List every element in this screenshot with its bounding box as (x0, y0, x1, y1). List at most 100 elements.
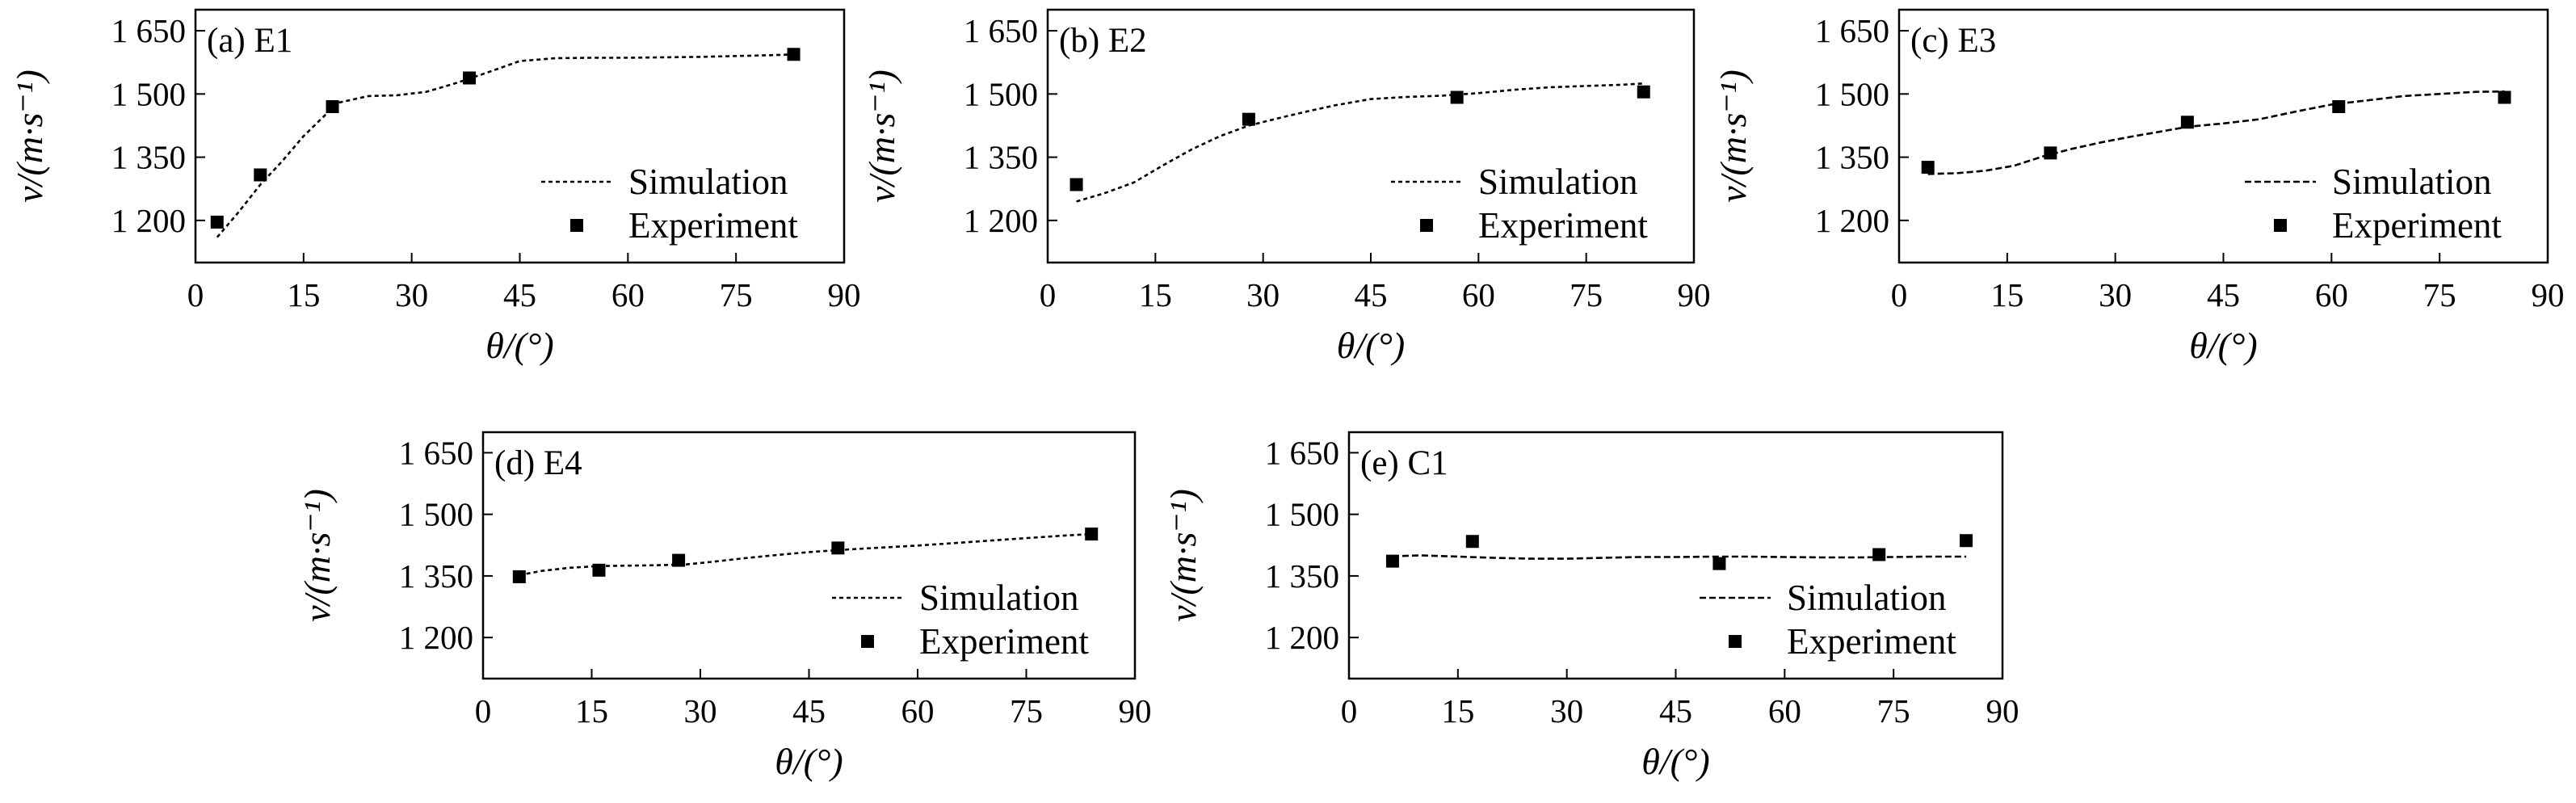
data-point-experiment (463, 71, 477, 85)
data-point-experiment (2180, 116, 2194, 129)
data-point-experiment (1085, 528, 1099, 541)
panel-title: (d) E4 (494, 444, 582, 482)
chart-panel-1: 0 15 30 45 60 75 90 1 200 1 350 1 500 1 650 θ/(°) v/… (9, 8, 861, 366)
x-tick-label: 0 (475, 692, 492, 729)
legend-label: Simulation (1787, 578, 1947, 618)
y-axis-label: v/(m·s⁻¹) (296, 489, 338, 622)
legend-label: Simulation (1478, 162, 1638, 202)
data-point-experiment (254, 168, 267, 182)
data-point-experiment (1637, 85, 1650, 99)
x-tick-label: 45 (1659, 692, 1692, 729)
legend-swatch-experiment (1420, 219, 1433, 232)
panel-title: (b) E2 (1059, 22, 1147, 60)
panel-title: (a) E1 (207, 22, 292, 60)
data-point-experiment (210, 215, 224, 229)
x-tick-label: 30 (395, 276, 428, 313)
y-tick-label: 1 650 (111, 12, 186, 49)
y-axis-label: v/(m·s⁻¹) (861, 69, 902, 203)
x-tick-label: 30 (1246, 276, 1280, 313)
x-tick-label: 75 (1877, 692, 1910, 729)
data-point-experiment (1960, 534, 1973, 548)
legend-swatch-experiment (861, 635, 874, 648)
x-tick-label: 75 (1570, 276, 1603, 313)
y-tick-label: 1 350 (399, 557, 473, 595)
y-tick-label: 1 350 (1815, 139, 1889, 176)
x-tick-label: 15 (1441, 692, 1474, 729)
x-tick-label: 15 (1139, 276, 1172, 313)
x-tick-label: 30 (1550, 692, 1583, 729)
data-point-experiment (512, 570, 526, 583)
data-point-experiment (326, 99, 339, 113)
x-tick-label: 45 (1355, 276, 1388, 313)
y-axis-label: v/(m·s⁻¹) (9, 69, 50, 203)
x-tick-label: 75 (2423, 276, 2456, 313)
legend-label: Experiment (1787, 621, 1956, 662)
data-point-experiment (2044, 146, 2057, 160)
data-point-experiment (1385, 554, 1399, 568)
legend-label: Simulation (2332, 162, 2492, 202)
legend-swatch-experiment (2274, 219, 2287, 232)
y-tick-label: 1 500 (111, 75, 186, 112)
y-tick-label: 1 350 (964, 139, 1038, 176)
data-point-experiment (831, 541, 845, 555)
x-axis-label: θ/(°) (1641, 741, 1709, 782)
x-tick-label: 45 (2207, 276, 2240, 313)
x-tick-label: 0 (1040, 276, 1057, 313)
y-axis-label: v/(m·s⁻¹) (1162, 489, 1204, 622)
y-tick-label: 1 500 (1815, 75, 1889, 112)
x-tick-label: 60 (1462, 276, 1495, 313)
x-tick-label: 15 (1990, 276, 2023, 313)
series-line-simulation (1076, 82, 1644, 203)
x-tick-label: 15 (287, 276, 320, 313)
x-axis-label: θ/(°) (485, 325, 553, 366)
legend-label: Experiment (1478, 205, 1648, 246)
chart-panel-4: 0 15 30 45 60 75 90 1 200 1 350 1 500 1 650 θ/(°) v/… (296, 431, 1152, 782)
data-point-experiment (1921, 161, 1935, 174)
series-line-simulation (1392, 554, 1967, 560)
y-tick-label: 1 200 (399, 619, 473, 656)
legend-label: Simulation (628, 162, 788, 202)
data-point-experiment (1712, 557, 1726, 570)
chart-panel-5: 0 15 30 45 60 75 90 1 200 1 350 1 500 1 650 θ/(°) v/… (1162, 431, 2019, 782)
y-tick-label: 1 650 (964, 12, 1038, 49)
y-tick-label: 1 500 (1265, 496, 1339, 533)
x-tick-label: 90 (1678, 276, 1711, 313)
legend-label: Experiment (2332, 205, 2502, 246)
panel-title: (e) C1 (1360, 444, 1448, 482)
x-tick-label: 60 (611, 276, 645, 313)
y-tick-label: 1 350 (111, 139, 186, 176)
y-tick-label: 1 650 (1265, 434, 1339, 471)
y-axis-label: v/(m·s⁻¹) (1712, 69, 1754, 203)
data-point-experiment (1465, 535, 1479, 549)
x-tick-label: 60 (901, 692, 935, 729)
x-tick-label: 0 (187, 276, 204, 313)
y-tick-label: 1 200 (111, 202, 186, 239)
y-tick-label: 1 650 (399, 434, 473, 471)
y-tick-label: 1 650 (1815, 12, 1889, 49)
data-point-experiment (1069, 178, 1083, 191)
data-point-experiment (1450, 90, 1464, 104)
legend-swatch-experiment (570, 219, 583, 232)
y-tick-label: 1 350 (1265, 557, 1339, 595)
x-tick-label: 90 (1119, 692, 1152, 729)
legend-label: Experiment (628, 205, 798, 246)
y-tick-label: 1 500 (399, 496, 473, 533)
data-point-experiment (2332, 99, 2346, 113)
panel-title: (c) E3 (1910, 22, 1996, 60)
data-point-experiment (1872, 548, 1886, 561)
x-tick-label: 45 (503, 276, 536, 313)
legend-label: Simulation (919, 578, 1079, 618)
y-tick-label: 1 200 (1815, 202, 1889, 239)
x-axis-label: θ/(°) (1337, 325, 1405, 366)
legend-label: Experiment (919, 621, 1089, 662)
chart-panel-2: 0 15 30 45 60 75 90 1 200 1 350 1 500 1 650 θ/(°) v/… (861, 8, 1711, 366)
data-point-experiment (592, 563, 606, 577)
chart-panel-3: 0 15 30 45 60 75 90 1 200 1 350 1 500 1 650 θ/(°) v/… (1712, 8, 2565, 366)
x-tick-label: 30 (684, 692, 717, 729)
series-line-simulation (216, 53, 794, 238)
y-tick-label: 1 200 (1265, 619, 1339, 656)
data-point-experiment (1242, 112, 1255, 126)
x-tick-label: 60 (2315, 276, 2348, 313)
x-tick-label: 0 (1341, 692, 1358, 729)
